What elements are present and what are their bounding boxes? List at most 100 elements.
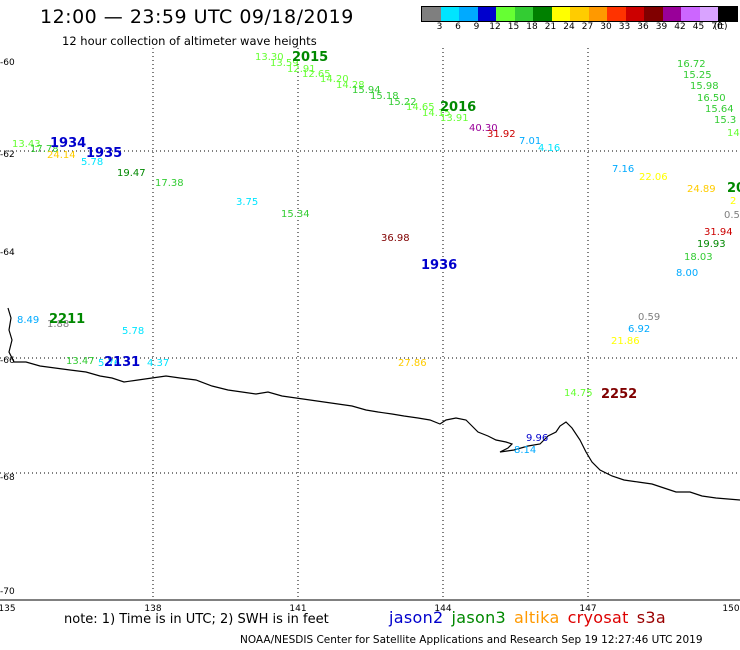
- wave-height-label: 17.78: [30, 144, 59, 155]
- wave-height-label: 7.16: [612, 164, 634, 175]
- wave-height-label: 15.25: [683, 70, 712, 81]
- longitude-label: 144: [434, 604, 452, 614]
- wave-height-label: 19.47: [117, 168, 146, 179]
- color-swatch: [477, 7, 496, 21]
- color-swatch: [699, 7, 718, 21]
- satellite-legend-jason2: jason2: [389, 608, 444, 627]
- wave-height-label: 0.59: [638, 312, 660, 323]
- longitude-label: 138: [144, 604, 162, 614]
- longitude-label: 147: [579, 604, 597, 614]
- color-scale-label: 39: [655, 22, 668, 32]
- pass-time-label: 20: [727, 181, 740, 196]
- wave-height-label: 40.30: [469, 123, 498, 134]
- color-swatch: [440, 7, 459, 21]
- wave-height-label: 13.43: [12, 139, 41, 150]
- color-swatch: [607, 7, 626, 21]
- wave-height-label: 12.91: [287, 64, 316, 75]
- wave-height-label: 8.00: [676, 268, 698, 279]
- wave-height-label: 12.65: [302, 69, 331, 80]
- wave-height-label: 8.49: [17, 315, 39, 326]
- latitude-label: -64: [0, 248, 15, 258]
- wave-height-label: 15.94: [352, 85, 381, 96]
- latitude-label: -70: [0, 587, 15, 597]
- pass-time-label: 2252: [601, 387, 637, 402]
- color-swatch: [422, 7, 441, 21]
- wave-height-label: 24.89: [687, 184, 716, 195]
- color-scale-bar: [421, 6, 738, 22]
- color-swatch: [570, 7, 589, 21]
- wave-height-label: 13.91: [440, 113, 469, 124]
- pass-time-label: 2015: [292, 50, 328, 65]
- wave-height-label: 8.14: [514, 445, 536, 456]
- wave-height-label: 31.92: [487, 129, 516, 140]
- color-scale-label: 27: [581, 22, 594, 32]
- longitude-label: 150: [722, 604, 740, 614]
- longitude-label: 141: [289, 604, 307, 614]
- color-scale-label: (ft): [713, 22, 728, 32]
- wave-height-label: 16.50: [697, 93, 726, 104]
- color-scale-label: 45: [692, 22, 705, 32]
- color-scale-label: 18: [526, 22, 538, 32]
- credit-line: NOAA/NESDIS Center for Satellite Applica…: [240, 634, 703, 646]
- wave-height-label: 15.3: [714, 115, 736, 126]
- satellite-legend-jason3: jason3: [451, 608, 506, 627]
- pass-time-label: 1935: [86, 146, 122, 161]
- wave-height-label: 5.78: [81, 157, 103, 168]
- wave-height-label: 4.16: [538, 143, 560, 154]
- wave-height-label: 15.22: [388, 97, 417, 108]
- wave-height-label: 22.06: [639, 172, 668, 183]
- wave-height-label: 14.28: [336, 80, 365, 91]
- wave-height-label: 27.86: [398, 358, 427, 369]
- color-scale-label: 33: [618, 22, 631, 32]
- wave-height-label: 0.5: [724, 210, 740, 221]
- longitude-label: 135: [0, 604, 16, 614]
- color-scale-label: 9: [473, 22, 480, 32]
- wave-height-label: 17.38: [155, 178, 184, 189]
- satellite-legend: jason2 jason3 altika cryosat s3a: [389, 608, 674, 627]
- color-scale-label: 15: [507, 22, 520, 32]
- wave-height-label: 16.72: [677, 59, 706, 70]
- color-swatch: [533, 7, 552, 21]
- pass-time-label: 2016: [440, 100, 476, 115]
- pass-time-label: 2211: [49, 312, 85, 327]
- map-title: 12:00 — 23:59 UTC 09/18/2019: [40, 6, 354, 28]
- wave-height-label: 13.59: [270, 58, 299, 69]
- satellite-legend-altika: altika: [514, 608, 560, 627]
- wave-height-label: 14.20: [320, 74, 349, 85]
- latitude-label: -66: [0, 356, 15, 366]
- wave-height-label: 5.78: [122, 326, 144, 337]
- color-swatch: [459, 7, 478, 21]
- wave-height-label: 36.98: [381, 233, 410, 244]
- wave-height-label: 14.75: [564, 388, 593, 399]
- color-swatch: [644, 7, 663, 21]
- color-scale-label: 36: [637, 22, 649, 32]
- wave-height-label: 19.93: [697, 239, 726, 250]
- wave-height-label: 21.86: [611, 336, 640, 347]
- pass-time-label: 2131: [104, 355, 140, 370]
- latitude-label: -68: [0, 473, 15, 483]
- wave-height-label: 2: [730, 196, 736, 207]
- color-scale-label: 70: [711, 22, 723, 32]
- color-swatch: [681, 7, 700, 21]
- latitude-label: -60: [0, 58, 15, 68]
- wave-height-label: 18.03: [684, 252, 713, 263]
- wave-height-label: 6.92: [628, 324, 650, 335]
- wave-height-label: 15.18: [370, 91, 399, 102]
- wave-height-label: 1.88: [47, 319, 69, 330]
- map-subtitle: 12 hour collection of altimeter wave hei…: [62, 34, 317, 48]
- color-swatch: [551, 7, 570, 21]
- wave-height-label: 7.01: [519, 136, 541, 147]
- coastline: [7, 307, 740, 501]
- satellite-legend-cryosat: cryosat: [567, 608, 629, 627]
- wave-height-label: 15.98: [690, 81, 719, 92]
- color-scale-label: 42: [674, 22, 686, 32]
- wave-height-label: 9.96: [526, 433, 548, 444]
- pass-time-label: 1934: [50, 136, 86, 151]
- wave-height-label: 4.37: [147, 358, 169, 369]
- wave-height-label: 24.14: [47, 150, 76, 161]
- satellite-legend-s3a: s3a: [636, 608, 666, 627]
- wave-height-label: 3.75: [236, 197, 258, 208]
- color-swatch: [588, 7, 607, 21]
- color-scale-label: 3: [436, 22, 443, 32]
